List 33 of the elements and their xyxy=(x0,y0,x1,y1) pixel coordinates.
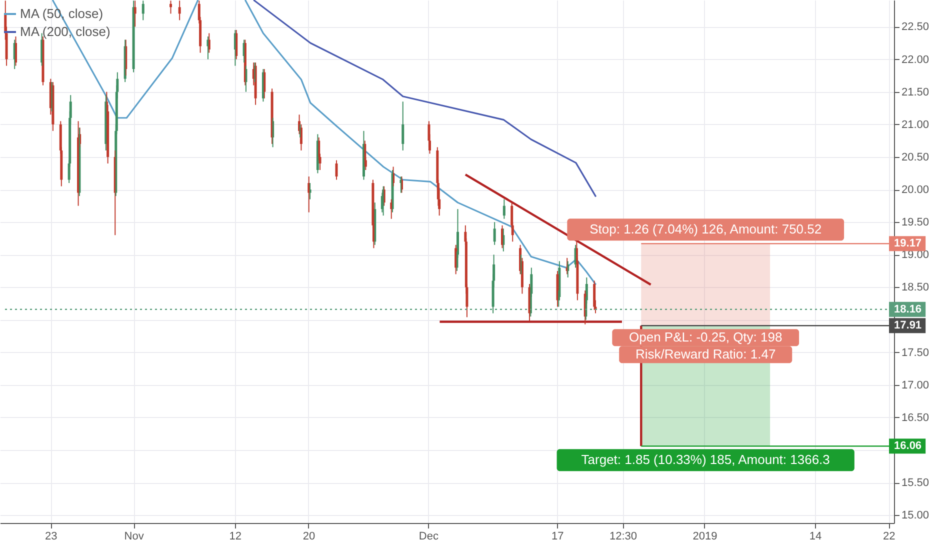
x-tick-label: Nov xyxy=(124,530,144,542)
x-tick-label: 23 xyxy=(45,530,58,542)
y-tick-label: 17.50 xyxy=(902,346,930,359)
band-label: Stop: 1.26 (7.04%) 126, Amount: 750.52 xyxy=(590,222,822,237)
y-tick-label: 19.50 xyxy=(902,216,930,229)
ref-line-label: 19.17 xyxy=(894,238,922,250)
y-tick-label: 17.00 xyxy=(902,379,930,392)
y-tick-label: 21.50 xyxy=(902,86,930,98)
y-tick-label: 21.00 xyxy=(902,118,930,131)
ref-line-label: 18.16 xyxy=(894,303,922,316)
x-tick-label: 12 xyxy=(229,530,242,542)
y-tick-label: 22.50 xyxy=(902,21,930,34)
y-tick-label: 15.00 xyxy=(902,510,930,522)
x-tick-label: 12:30 xyxy=(609,530,637,542)
legend-label: MA (200, close) xyxy=(20,24,110,39)
y-tick-label: 15.50 xyxy=(902,477,930,490)
line-series xyxy=(252,0,597,198)
band-label: Target: 1.85 (10.33%) 185, Amount: 1366.3 xyxy=(581,452,830,468)
x-tick-label: 2019 xyxy=(692,530,718,542)
y-tick-label: 16.50 xyxy=(902,412,930,424)
y-tick-label: 22.00 xyxy=(902,54,930,66)
x-tick-label: Dec xyxy=(418,530,439,542)
annotation: Risk/Reward Ratio: 1.47 xyxy=(636,346,776,362)
ref-line-label: 16.06 xyxy=(894,440,922,452)
y-tick-label: 18.50 xyxy=(902,282,930,294)
y-tick-label: 20.00 xyxy=(902,184,930,196)
x-tick-label: 20 xyxy=(302,530,316,542)
x-tick-label: 22 xyxy=(882,530,896,542)
annotation: Open P&L: -0.25, Qty: 198 xyxy=(629,330,782,345)
x-tick-label: 14 xyxy=(809,530,822,542)
ref-line-label: 17.91 xyxy=(894,320,922,332)
y-tick-label: 20.50 xyxy=(902,151,930,164)
x-tick-label: 17 xyxy=(551,530,564,542)
